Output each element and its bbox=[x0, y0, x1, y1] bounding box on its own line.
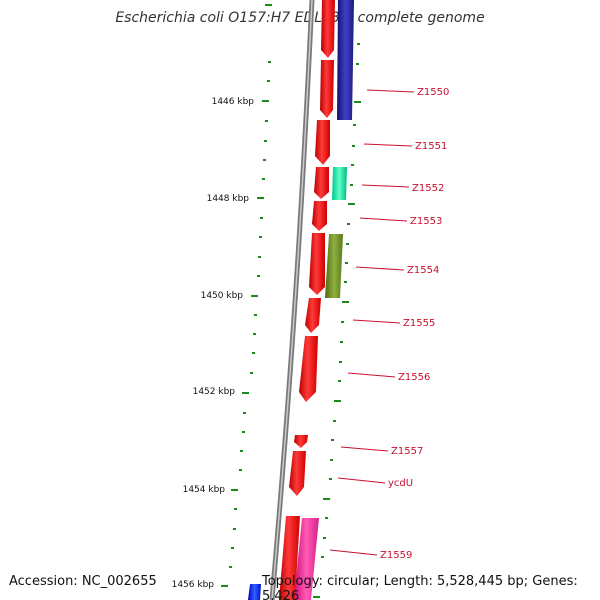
gene-label[interactable]: Z1552 bbox=[412, 183, 444, 194]
map-title: Escherichia coli O157:H7 EDL933, complet… bbox=[115, 10, 485, 26]
feature-block-teal bbox=[332, 167, 347, 200]
gene-leader-lines bbox=[329, 89, 415, 556]
inner-tick-track bbox=[221, 4, 272, 587]
gene-label[interactable]: Z1555 bbox=[403, 318, 435, 329]
feature-block-pink bbox=[294, 518, 319, 600]
cds-arrow bbox=[312, 201, 327, 231]
gene-label[interactable]: Z1554 bbox=[407, 265, 439, 276]
ruler-label: 1452 kbp bbox=[193, 387, 236, 397]
gene-label[interactable]: Z1556 bbox=[398, 372, 430, 383]
cds-arrow bbox=[315, 120, 330, 165]
cds-arrow bbox=[305, 298, 321, 333]
cds-track bbox=[279, 0, 335, 600]
ruler-label: 1456 kbp bbox=[172, 580, 215, 590]
accession-text: Accession: NC_002655 bbox=[9, 574, 157, 589]
cds-arrow bbox=[309, 233, 325, 295]
cds-arrow bbox=[321, 0, 335, 58]
feature-block-navy bbox=[337, 0, 354, 120]
ruler-label: 1448 kbp bbox=[207, 194, 250, 204]
genome-backbone-highlight bbox=[271, 0, 313, 600]
cds-arrow bbox=[320, 60, 334, 118]
gene-label[interactable]: Z1550 bbox=[417, 87, 449, 98]
gene-label[interactable]: Z1557 bbox=[391, 446, 423, 457]
gene-label[interactable]: Z1553 bbox=[410, 216, 442, 227]
gene-label[interactable]: Z1551 bbox=[415, 141, 447, 152]
ruler-label: 1454 kbp bbox=[183, 485, 226, 495]
cds-arrow bbox=[289, 451, 306, 496]
gene-label[interactable]: Z1559 bbox=[380, 550, 412, 561]
outer-tick-track bbox=[313, 43, 361, 598]
ruler-label: 1446 kbp bbox=[212, 97, 255, 107]
ruler-labels: 1446 kbp 1448 kbp 1450 kbp 1452 kbp 1454… bbox=[172, 97, 255, 590]
feature-block-olive bbox=[325, 234, 343, 298]
cds-arrow bbox=[279, 516, 300, 600]
genome-backbone bbox=[269, 0, 315, 600]
cds-arrow bbox=[299, 336, 318, 402]
cds-arrow bbox=[294, 435, 308, 448]
outer-feature-track bbox=[248, 0, 354, 600]
gene-labels: Z1550 Z1551 Z1552 Z1553 Z1554 Z1555 Z155… bbox=[380, 87, 449, 561]
cds-arrow bbox=[314, 167, 329, 199]
genome-summary-text: Topology: circular; Length: 5,528,445 bp… bbox=[262, 574, 578, 600]
gene-label[interactable]: ycdU bbox=[388, 478, 413, 489]
ruler-label: 1450 kbp bbox=[201, 291, 244, 301]
feature-block-blue bbox=[248, 584, 261, 600]
